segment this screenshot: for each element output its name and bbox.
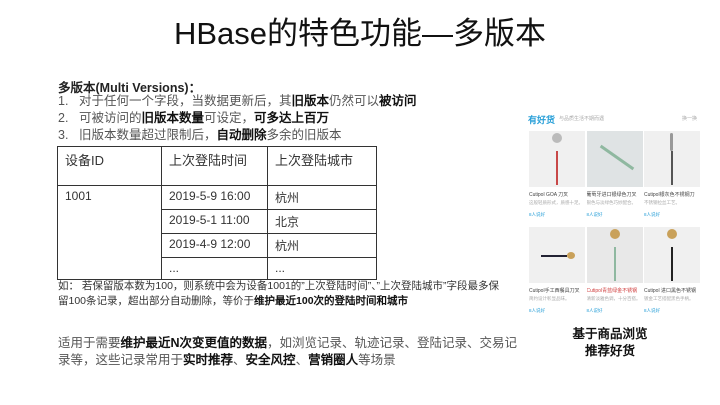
time-cell: 2019-4-9 12:00 — [161, 233, 268, 258]
utensil-head — [670, 133, 673, 151]
time-cell: ... — [161, 257, 268, 280]
product-title: 葡萄牙进口银绿色刀叉 — [586, 192, 637, 198]
bold-text: 营销圈人 — [308, 353, 359, 367]
text: 可被访问的 — [79, 111, 142, 125]
city-cell: 北京 — [267, 209, 377, 234]
list-number: 1. — [58, 94, 69, 108]
product-image — [586, 131, 643, 187]
city-cell: ... — [267, 257, 377, 280]
product-desc: 简约设计彰显品味。 — [529, 296, 570, 301]
list-number: 2. — [58, 111, 69, 125]
product-desc: 镀金工艺搭配黑色手柄。 — [644, 296, 694, 301]
utensil-head — [609, 229, 620, 239]
bold-text: 旧版本数量 — [141, 111, 205, 125]
product-image — [529, 131, 585, 187]
product-card[interactable]: Cutipol手工西餐具刀叉 简约设计彰显品味。 8人说好 — [529, 227, 585, 314]
note-text: 如： 若保留版本数为100，则系统中会为设备1001的”上次登陆时间”、”上次登… — [58, 280, 500, 307]
product-card[interactable]: Cutipol GOA 刀叉这般轻质形式，质感十足。 8人说好 — [529, 131, 585, 218]
list-item: 2. 可被访问的旧版本数量可设定，可多达上百万 — [58, 110, 417, 127]
search-hint: 与品质生活不期而遇 — [559, 116, 605, 122]
product-desc: 不锈钢拉丝工艺。 — [644, 200, 680, 205]
product-image — [644, 227, 700, 283]
text: 仍然可以 — [329, 94, 380, 108]
city-cell: 杭州 — [267, 233, 377, 258]
product-title: Cutipol银灰色不锈钢刀 — [644, 192, 695, 198]
note-bold: 维护最近100次的登陆时间和城市 — [254, 294, 409, 307]
utensil-head — [667, 229, 677, 239]
likes-label: 8人说好 — [644, 308, 661, 313]
product-card[interactable]: Cutipol 进口黑色不锈钢 镀金工艺搭配黑色手柄。 8人说好 — [644, 227, 700, 314]
list-item: 1. 对于任何一个字段，当数据更新后，其旧版本仍然可以被访问 — [58, 93, 417, 110]
bold-text: 旧版本 — [291, 94, 330, 108]
utensil-head — [552, 133, 562, 143]
table-header-row: 设备ID 上次登陆时间 上次登陆城市 — [57, 146, 377, 186]
likes-label: 8人说好 — [586, 212, 603, 217]
table-row: ... ... — [58, 257, 377, 280]
utensil-handle — [671, 151, 673, 185]
likes-label: 8人说好 — [586, 308, 603, 313]
bold-text: 实时推荐 — [183, 353, 234, 367]
utensil-handle — [671, 247, 673, 281]
product-card[interactable]: Cutipol青蓝绿金不锈钢 清新淡雅色调，十分百搭。 8人说好 — [586, 227, 643, 314]
list-number: 3. — [58, 128, 69, 142]
bold-text: 维护最近N次变更值的数据 — [120, 336, 268, 350]
likes-label: 8人说好 — [644, 212, 661, 217]
utensil-handle — [599, 144, 634, 171]
product-desc: 清新淡雅色调，十分百搭。 — [586, 296, 641, 301]
table-row: 2019-5-1 11:00 北京 — [58, 209, 377, 234]
likes-label: 8人说好 — [529, 308, 546, 313]
utensil-handle — [541, 255, 567, 257]
text: 、 — [233, 353, 246, 367]
example-note: 如： 若保留版本数为100，则系统中会为设备1001的”上次登陆时间”、”上次登… — [58, 279, 508, 308]
utensil-handle — [556, 151, 558, 185]
product-title: Cutipol青蓝绿金不锈钢 — [586, 288, 638, 294]
feature-list: 1. 对于任何一个字段，当数据更新后，其旧版本仍然可以被访问 2. 可被访问的旧版本数… — [58, 93, 417, 144]
text: 对于任何一个字段，当数据更新后，其 — [79, 94, 292, 108]
text: 可设定， — [204, 111, 255, 125]
header-device-id: 设备ID — [57, 146, 162, 186]
device-id-cell: 1001 — [57, 185, 162, 280]
header-login-city: 上次登陆城市 — [267, 146, 377, 186]
text: 旧版本数量超过限制后， — [79, 128, 217, 142]
use-cases-text: 适用于需要维护最近N次变更值的数据，如浏览记录、轨迹记录、登陆记录、交易记录等，… — [58, 335, 518, 369]
product-desc: 这般轻质形式，质感十足。 — [529, 200, 583, 205]
table-row: 2019-4-9 12:00 杭州 — [58, 233, 377, 258]
caption-line: 基于商品浏览 — [572, 327, 648, 341]
text: 适用于需要 — [58, 336, 121, 350]
app-logo: 有好货 — [528, 115, 556, 125]
slide-title: HBase的特色功能—多版本 — [173, 16, 547, 51]
product-title: Cutipol GOA 刀叉 — [529, 192, 569, 198]
utensil-head — [567, 252, 575, 259]
list-item: 3. 旧版本数量超过限制后，自动删除多余的旧版本 — [58, 127, 417, 144]
time-cell: 2019-5-1 11:00 — [161, 209, 268, 234]
utensil-handle — [613, 247, 616, 281]
likes-label: 8人说好 — [529, 212, 546, 217]
header-login-time: 上次登陆时间 — [161, 146, 268, 186]
bold-text: 安全风控 — [245, 353, 296, 367]
product-title: Cutipol手工西餐具刀叉 — [529, 288, 580, 294]
bold-text: 可多达上百万 — [254, 111, 330, 125]
text: 多余的旧版本 — [266, 128, 342, 142]
section-heading: 多版本(Multi Versions)： — [58, 81, 202, 95]
product-title: Cutipol 进口黑色不锈钢 — [644, 288, 696, 294]
text: ，如浏览记录、轨迹记录、登陆记录、交易记录等，这些记录常用于 — [58, 336, 518, 367]
bold-text: 自动删除 — [216, 128, 267, 142]
city-cell: 杭州 — [267, 185, 377, 210]
image-caption: 基于商品浏览 推荐好货 — [560, 326, 660, 360]
bold-text: 被访问 — [379, 94, 417, 108]
product-image — [586, 227, 643, 283]
caption-line: 推荐好货 — [584, 344, 635, 358]
product-image — [644, 131, 700, 187]
product-card[interactable]: Cutipol银灰色不锈钢刀 不锈钢拉丝工艺。 8人说好 — [644, 131, 700, 218]
table-row: 1001 2019-5-9 16:00 杭州 — [57, 185, 377, 280]
product-desc: 银色与淡绿色巧妙配合。 — [586, 200, 637, 205]
product-card[interactable]: 葡萄牙进口银绿色刀叉 银色与淡绿色巧妙配合。 8人说好 — [586, 131, 643, 218]
text: 、 — [295, 353, 309, 367]
text: 等场景 — [358, 353, 396, 367]
refresh-link: 换一换 — [681, 116, 697, 122]
time-cell: 2019-5-9 16:00 — [161, 185, 268, 210]
product-recommendation-screenshot: 有好货 与品质生活不期而遇 换一换 Cutipol GOA 刀叉这般轻质形式，质… — [525, 110, 700, 315]
version-table: 设备ID 上次登陆时间 上次登陆城市 1001 2019-5-9 16:00 杭… — [57, 146, 377, 280]
product-image — [529, 227, 585, 283]
